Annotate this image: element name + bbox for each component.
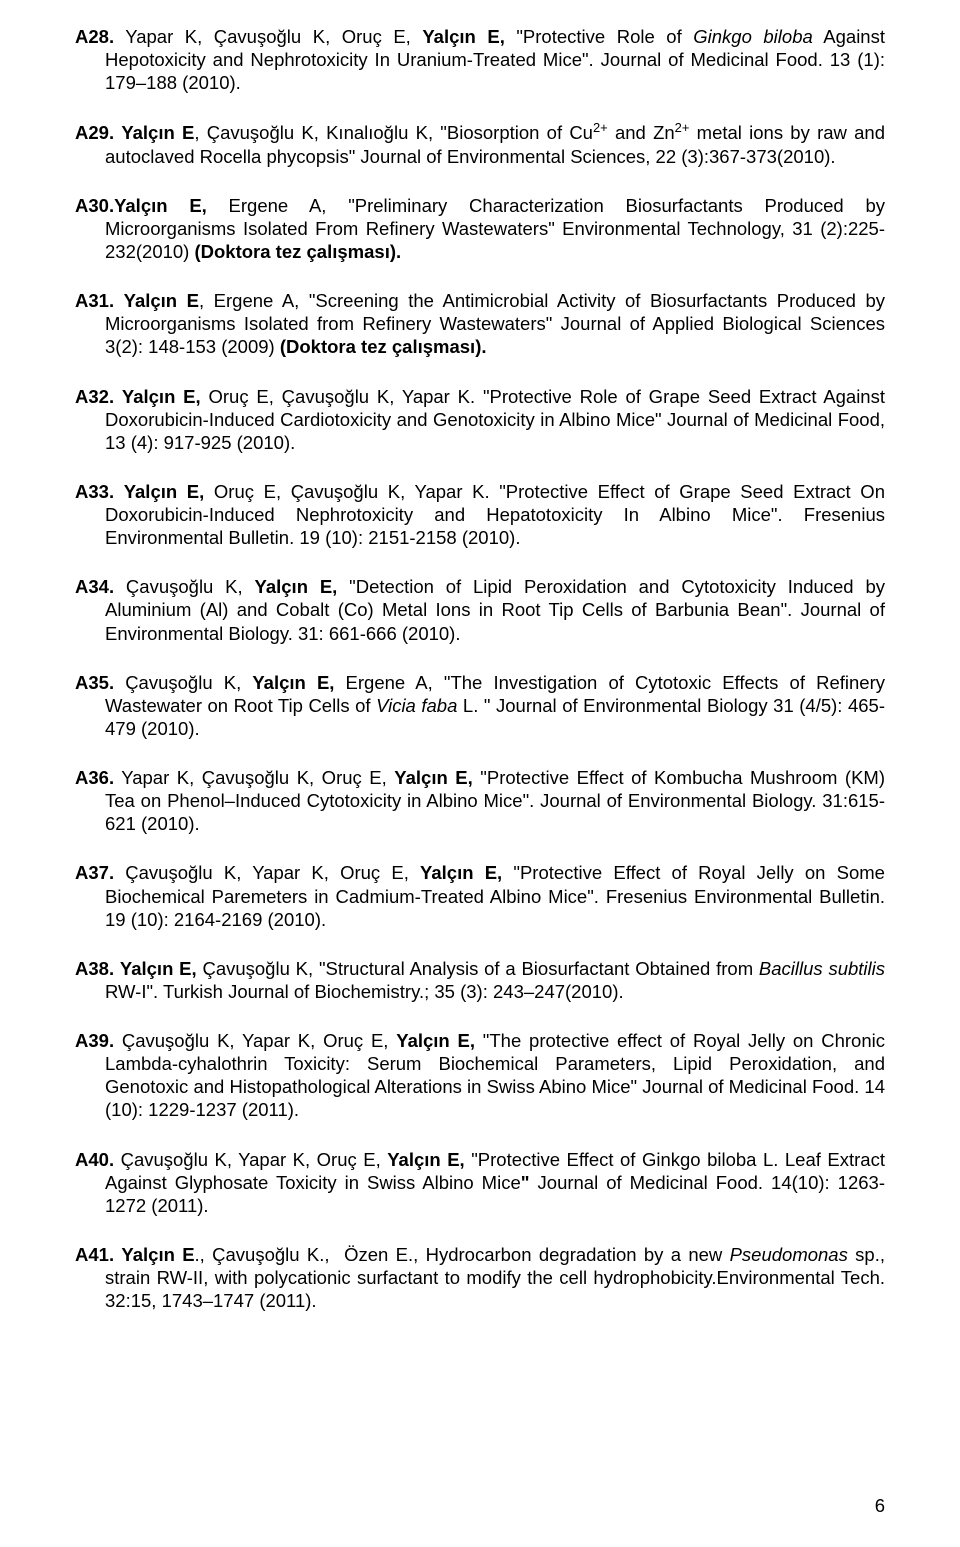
reference-item: A31. Yalçın E, Ergene A, "Screening the … (75, 289, 885, 358)
reference-label: A28. (75, 26, 114, 47)
reference-label: A37. (75, 862, 114, 883)
reference-item: A40. Çavuşoğlu K, Yapar K, Oruç E, Yalçı… (75, 1148, 885, 1217)
reference-label: A30. (75, 195, 114, 216)
page-body: A28. Yapar K, Çavuşoğlu K, Oruç E, Yalçı… (0, 0, 960, 1312)
reference-item: A33. Yalçın E, Oruç E, Çavuşoğlu K, Yapa… (75, 480, 885, 549)
reference-label: A31. (75, 290, 114, 311)
reference-item: A32. Yalçın E, Oruç E, Çavuşoğlu K, Yapa… (75, 385, 885, 454)
page-number: 6 (875, 1494, 885, 1517)
reference-label: A33. (75, 481, 114, 502)
reference-label: A38. (75, 958, 114, 979)
reference-item: A34. Çavuşoğlu K, Yalçın E, "Detection o… (75, 575, 885, 644)
reference-item: A38. Yalçın E, Çavuşoğlu K, "Structural … (75, 957, 885, 1003)
reference-label: A40. (75, 1149, 114, 1170)
reference-item: A39. Çavuşoğlu K, Yapar K, Oruç E, Yalçı… (75, 1029, 885, 1122)
reference-label: A34. (75, 576, 114, 597)
reference-item: A30.Yalçın E, Ergene A, "Preliminary Cha… (75, 194, 885, 263)
references-list: A28. Yapar K, Çavuşoğlu K, Oruç E, Yalçı… (75, 25, 885, 1312)
reference-item: A41. Yalçın E., Çavuşoğlu K., Özen E., H… (75, 1243, 885, 1312)
reference-label: A29. (75, 123, 114, 144)
reference-label: A36. (75, 767, 114, 788)
reference-item: A28. Yapar K, Çavuşoğlu K, Oruç E, Yalçı… (75, 25, 885, 94)
reference-item: A29. Yalçın E, Çavuşoğlu K, Kınalıoğlu K… (75, 120, 885, 167)
reference-label: A39. (75, 1030, 114, 1051)
reference-label: A35. (75, 672, 114, 693)
reference-item: A37. Çavuşoğlu K, Yapar K, Oruç E, Yalçı… (75, 861, 885, 930)
reference-label: A32. (75, 386, 114, 407)
reference-item: A35. Çavuşoğlu K, Yalçın E, Ergene A, "T… (75, 671, 885, 740)
reference-label: A41. (75, 1244, 114, 1265)
reference-item: A36. Yapar K, Çavuşoğlu K, Oruç E, Yalçı… (75, 766, 885, 835)
